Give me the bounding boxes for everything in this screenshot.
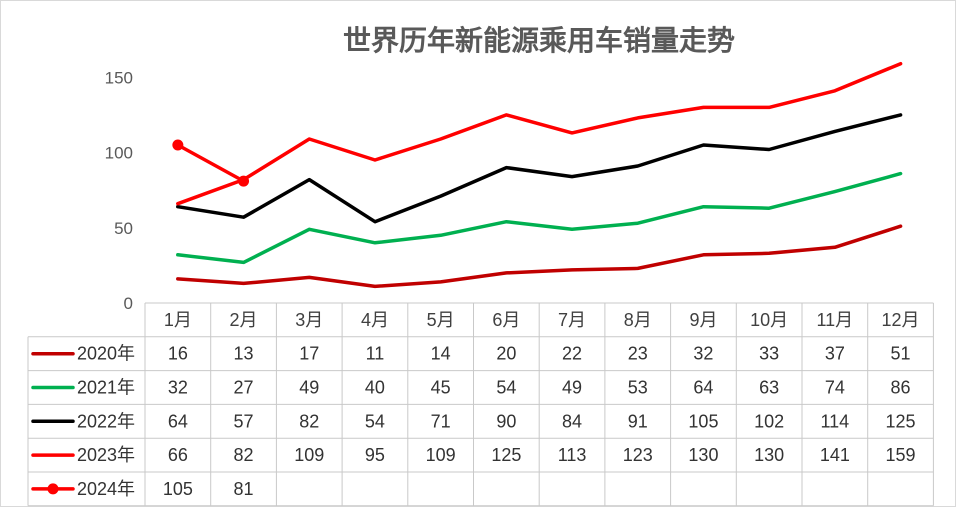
data-table-grid: [27, 302, 934, 507]
series-line-2020: [176, 224, 903, 289]
data-label-2020: 13: [234, 344, 254, 364]
legend-label-2020: 2020年: [77, 344, 135, 364]
x-tick-label: 7月: [558, 310, 586, 330]
data-label-2020: 37: [825, 344, 845, 364]
data-label-2022: 82: [299, 411, 319, 431]
series-line-2024: [176, 143, 246, 183]
data-label-2023: 130: [688, 445, 718, 465]
data-label-2021: 64: [693, 378, 713, 398]
data-label-2022: 57: [234, 411, 254, 431]
series-line-2023: [176, 61, 903, 206]
data-label-2022: 91: [628, 411, 648, 431]
data-label-2020: 20: [496, 344, 516, 364]
data-label-2021: 45: [431, 378, 451, 398]
data-label-2024: 81: [234, 479, 254, 499]
data-point-2024: [172, 139, 184, 151]
data-label-2024: 105: [163, 479, 193, 499]
y-tick-label: 0: [124, 294, 133, 313]
x-tick-label: 4月: [361, 310, 389, 330]
series-line-2021: [176, 171, 903, 265]
x-tick-label: 5月: [427, 310, 455, 330]
y-tick-label: 50: [114, 219, 133, 238]
data-label-2023: 109: [426, 445, 456, 465]
legend-label-2023: 2023年: [77, 445, 135, 465]
data-label-2020: 16: [168, 344, 188, 364]
data-label-2020: 32: [693, 344, 713, 364]
data-label-2023: 125: [491, 445, 521, 465]
data-label-2023: 82: [234, 445, 254, 465]
data-label-2023: 113: [558, 445, 587, 465]
series-line-2022: [176, 113, 903, 224]
data-label-2021: 63: [759, 378, 779, 398]
data-label-2021: 49: [562, 378, 582, 398]
data-label-2022: 102: [754, 411, 784, 431]
chart-title: 世界历年新能源乘用车销量走势: [343, 24, 735, 56]
data-label-2021: 27: [234, 378, 254, 398]
data-label-2021: 86: [891, 378, 911, 398]
data-label-2023: 123: [623, 445, 653, 465]
data-point-2024: [238, 175, 250, 187]
data-label-2020: 22: [562, 344, 582, 364]
data-label-2022: 64: [168, 411, 188, 431]
x-tick-label: 3月: [295, 310, 323, 330]
data-label-2023: 130: [754, 445, 784, 465]
x-tick-label: 8月: [624, 310, 652, 330]
x-tick-label: 1月: [164, 310, 192, 330]
x-tick-label: 12月: [882, 310, 920, 330]
data-label-2022: 84: [562, 411, 582, 431]
x-tick-label: 11月: [817, 310, 854, 330]
data-label-2021: 74: [825, 378, 845, 398]
data-table: 1月 2月 3月 4月 5月 6月 7月 8月 9月 10月 11月 12月 2020年 16 13 17 11…: [31, 310, 920, 499]
data-label-2023: 109: [294, 445, 324, 465]
data-label-2021: 32: [168, 378, 188, 398]
y-tick-label: 150: [105, 68, 133, 87]
x-tick-label: 9月: [689, 310, 717, 330]
legend-marker-2024: [47, 483, 59, 495]
data-label-2022: 71: [431, 411, 451, 431]
y-axis-labels: 0 50 100 150: [105, 68, 133, 313]
legend-label-2022: 2022年: [77, 411, 135, 431]
data-label-2020: 11: [366, 344, 385, 364]
legend-label-2021: 2021年: [77, 378, 135, 398]
data-label-2021: 40: [365, 378, 385, 398]
data-label-2022: 105: [688, 411, 718, 431]
data-label-2022: 114: [820, 411, 849, 431]
x-tick-label: 10月: [750, 310, 788, 330]
data-label-2022: 54: [365, 411, 385, 431]
legend-label-2024: 2024年: [77, 479, 135, 499]
data-label-2020: 17: [299, 344, 319, 364]
data-label-2023: 95: [365, 445, 385, 465]
data-label-2023: 66: [168, 445, 188, 465]
x-tick-label: 2月: [230, 310, 258, 330]
data-label-2022: 90: [496, 411, 516, 431]
data-label-2020: 51: [891, 344, 911, 364]
plot-series: [172, 61, 903, 289]
data-label-2020: 14: [431, 344, 451, 364]
data-label-2023: 141: [820, 445, 850, 465]
data-label-2020: 23: [628, 344, 648, 364]
x-tick-label: 6月: [492, 310, 520, 330]
data-label-2020: 33: [759, 344, 779, 364]
data-label-2022: 125: [886, 411, 916, 431]
y-tick-label: 100: [105, 144, 133, 163]
data-label-2021: 54: [496, 378, 516, 398]
data-label-2023: 159: [886, 445, 916, 465]
data-label-2021: 53: [628, 378, 648, 398]
data-label-2021: 49: [299, 378, 319, 398]
